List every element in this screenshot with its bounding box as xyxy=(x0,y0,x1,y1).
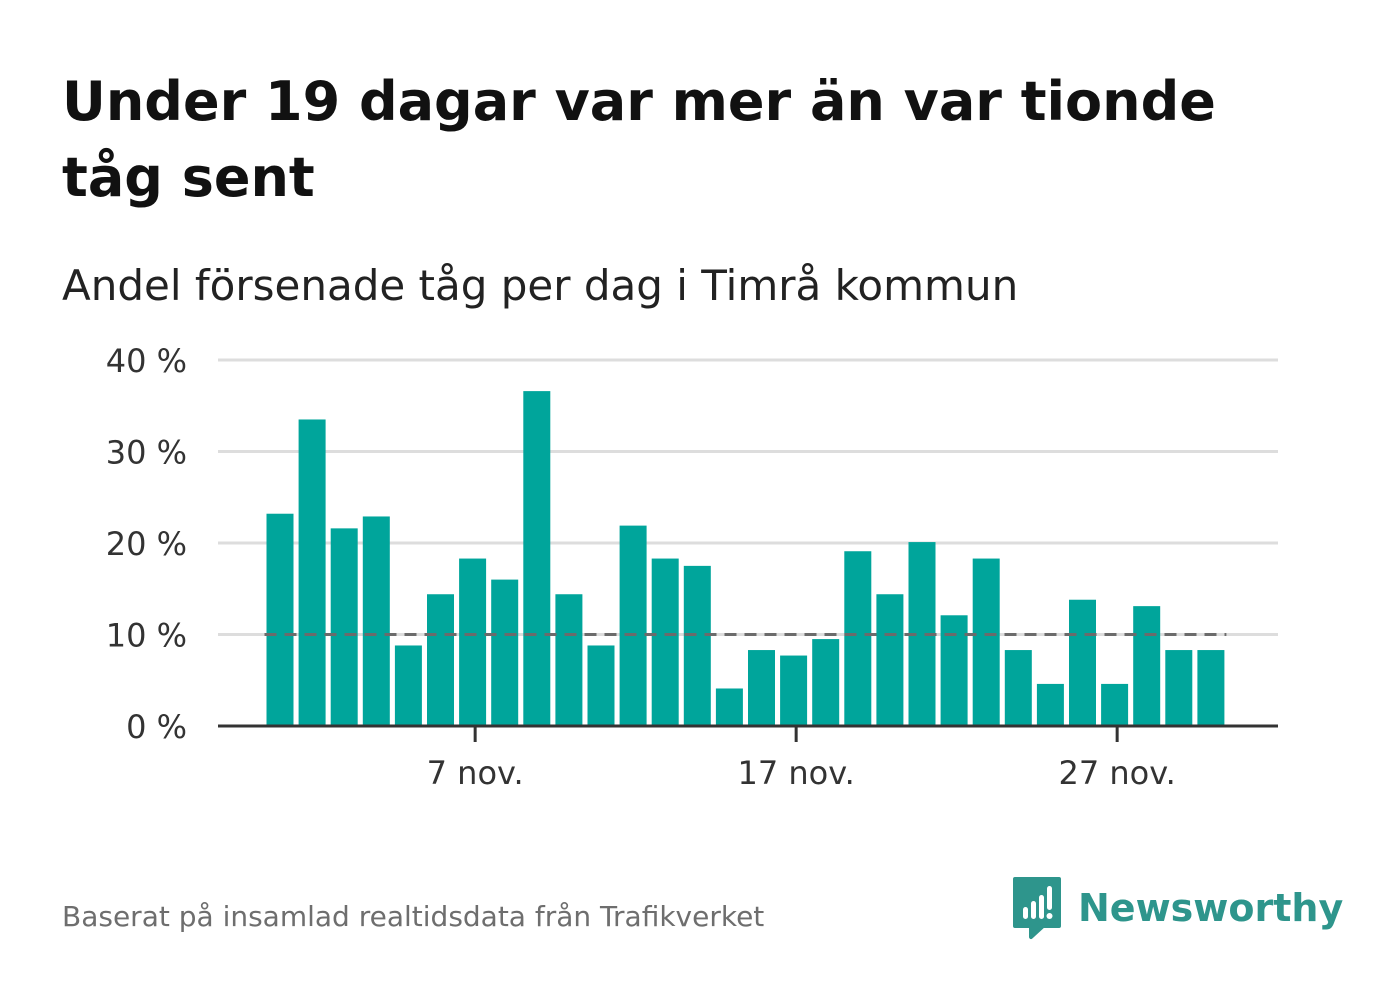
axes: 0 % 10 % 20 % 30 % 40 % 7 nov. 17 nov. 27 nov. xyxy=(106,342,1278,792)
x-tick-label: 27 nov. xyxy=(1058,754,1175,792)
y-tick-label: 0 % xyxy=(126,708,187,746)
bar-2020-11-12 xyxy=(619,525,647,726)
bar-2020-11-15 xyxy=(715,688,743,726)
bar-2020-11-22 xyxy=(940,615,968,726)
bar-2020-11-17 xyxy=(780,655,808,726)
bar-2020-11-26 xyxy=(1069,599,1096,726)
bar-2020-11-05 xyxy=(394,645,422,726)
newsworthy-logo: Newsworthy xyxy=(1012,876,1343,940)
bar-2020-11-18 xyxy=(812,639,840,726)
chart-subtitle: Andel försenade tåg per dag i Timrå komm… xyxy=(62,261,1019,310)
x-tick-label: 7 nov. xyxy=(427,754,524,792)
bar-2020-11-01 xyxy=(266,513,294,726)
bar-2020-11-04 xyxy=(362,516,390,726)
bar-2020-11-30 xyxy=(1197,650,1225,726)
bar-2020-11-14 xyxy=(683,565,711,726)
bar-2020-11-11 xyxy=(587,645,615,726)
newsworthy-logo-icon xyxy=(1013,877,1061,939)
bar-2020-11-13 xyxy=(651,558,679,726)
bar-2020-11-16 xyxy=(748,650,775,726)
bar-2020-11-20 xyxy=(876,594,904,726)
y-tick-label: 40 % xyxy=(106,342,187,380)
bar-2020-11-08 xyxy=(491,579,519,726)
bar-2020-11-25 xyxy=(1036,683,1064,726)
bar-2020-11-09 xyxy=(523,391,551,726)
bar-2020-11-03 xyxy=(330,528,358,726)
source-note: Baserat på insamlad realtidsdata från Tr… xyxy=(62,900,765,933)
bar-2020-11-28 xyxy=(1133,606,1161,726)
bar-2020-11-06 xyxy=(427,594,454,726)
bar-2020-11-29 xyxy=(1165,650,1193,726)
bar-2020-11-07 xyxy=(459,558,487,726)
bar-2020-11-23 xyxy=(972,558,1000,726)
bar-2020-11-10 xyxy=(555,594,583,726)
y-tick-label: 30 % xyxy=(106,434,187,472)
brand-name: Newsworthy xyxy=(1078,886,1344,930)
bar-2020-11-24 xyxy=(1004,650,1032,726)
x-tick-label: 17 nov. xyxy=(737,754,854,792)
bar-2020-11-19 xyxy=(844,551,872,726)
bar-2020-11-02 xyxy=(298,419,326,726)
chart-title: Under 19 dagar var mer än var tionde tåg… xyxy=(62,70,1216,209)
y-tick-label: 10 % xyxy=(106,617,187,655)
y-tick-label: 20 % xyxy=(106,525,187,563)
bars xyxy=(266,391,1225,726)
bar-2020-11-27 xyxy=(1101,683,1129,726)
